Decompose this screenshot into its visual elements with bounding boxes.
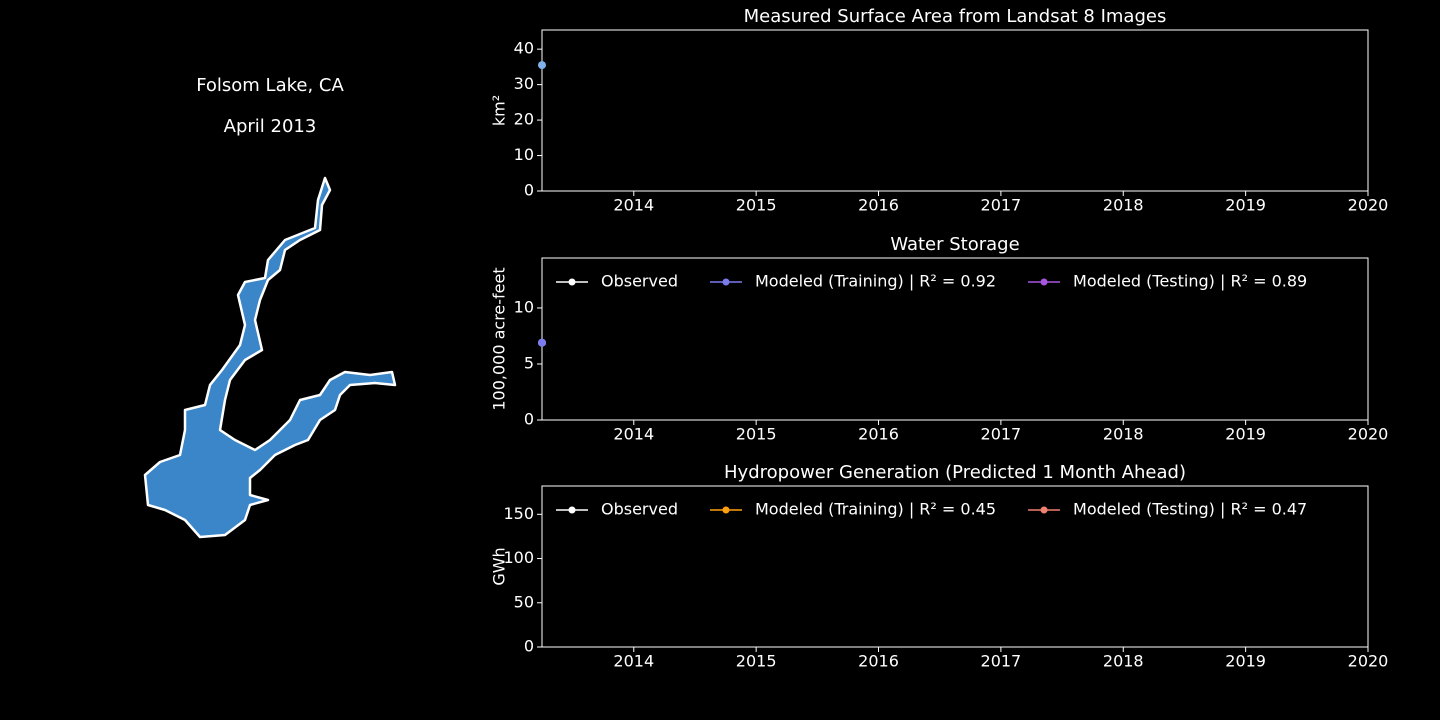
legend-label: Observed <box>601 500 678 519</box>
chart-title: Measured Surface Area from Landsat 8 Ima… <box>744 6 1167 27</box>
y-axis-label: km² <box>490 95 509 126</box>
x-tick-label: 2016 <box>858 196 899 215</box>
y-tick-label: 20 <box>514 110 534 129</box>
chart-title: Water Storage <box>890 234 1019 255</box>
x-tick-label: 2015 <box>736 652 777 671</box>
plot-frame <box>541 485 1369 648</box>
legend-marker <box>722 506 730 514</box>
legend-label: Observed <box>601 272 678 291</box>
x-tick-label: 2015 <box>736 196 777 215</box>
x-tick-label: 2017 <box>981 652 1022 671</box>
x-tick-label: 2015 <box>736 425 777 444</box>
legend-marker <box>722 278 730 286</box>
charts: Measured Surface Area from Landsat 8 Ima… <box>490 6 1389 671</box>
x-tick-label: 2017 <box>981 196 1022 215</box>
map-subtitle: April 2013 <box>224 116 317 137</box>
y-tick-label: 30 <box>514 74 534 93</box>
legend-label: Modeled (Testing) | R² = 0.47 <box>1073 500 1307 519</box>
x-tick-label: 2014 <box>613 196 654 215</box>
legend-label: Modeled (Training) | R² = 0.45 <box>755 500 996 519</box>
x-tick-label: 2020 <box>1348 425 1389 444</box>
lake-shape <box>143 176 397 539</box>
map-title: Folsom Lake, CA <box>196 75 344 96</box>
y-tick-label: 10 <box>514 297 534 316</box>
data-point <box>538 61 546 70</box>
y-tick-label: 0 <box>524 637 534 656</box>
legend-marker <box>1040 506 1048 514</box>
y-tick-label: 10 <box>514 145 534 164</box>
x-tick-label: 2014 <box>613 652 654 671</box>
y-tick-label: 50 <box>514 592 534 611</box>
x-tick-label: 2018 <box>1103 652 1144 671</box>
x-tick-label: 2019 <box>1225 652 1266 671</box>
y-tick-label: 5 <box>524 353 534 372</box>
x-tick-label: 2018 <box>1103 425 1144 444</box>
x-tick-label: 2016 <box>858 652 899 671</box>
y-tick-label: 100 <box>503 548 534 567</box>
y-tick-label: 40 <box>514 39 534 58</box>
x-tick-label: 2017 <box>981 425 1022 444</box>
x-tick-label: 2020 <box>1348 652 1389 671</box>
legend-marker <box>568 506 576 514</box>
legend-marker <box>568 278 576 286</box>
x-tick-label: 2019 <box>1225 196 1266 215</box>
y-tick-label: 0 <box>524 181 534 200</box>
x-tick-label: 2020 <box>1348 196 1389 215</box>
y-tick-label: 0 <box>524 410 534 429</box>
plot-frame <box>541 29 1369 192</box>
y-tick-label: 150 <box>503 504 534 523</box>
legend-label: Modeled (Training) | R² = 0.92 <box>755 272 996 291</box>
x-tick-label: 2018 <box>1103 196 1144 215</box>
data-point <box>538 338 546 347</box>
x-tick-label: 2016 <box>858 425 899 444</box>
y-axis-label: 100,000 acre-feet <box>490 267 509 410</box>
x-tick-label: 2014 <box>613 425 654 444</box>
legend-label: Modeled (Testing) | R² = 0.89 <box>1073 272 1307 291</box>
x-tick-label: 2019 <box>1225 425 1266 444</box>
y-axis-label: GWh <box>490 547 509 585</box>
legend-marker <box>1040 278 1048 286</box>
chart-title: Hydropower Generation (Predicted 1 Month… <box>724 462 1186 483</box>
